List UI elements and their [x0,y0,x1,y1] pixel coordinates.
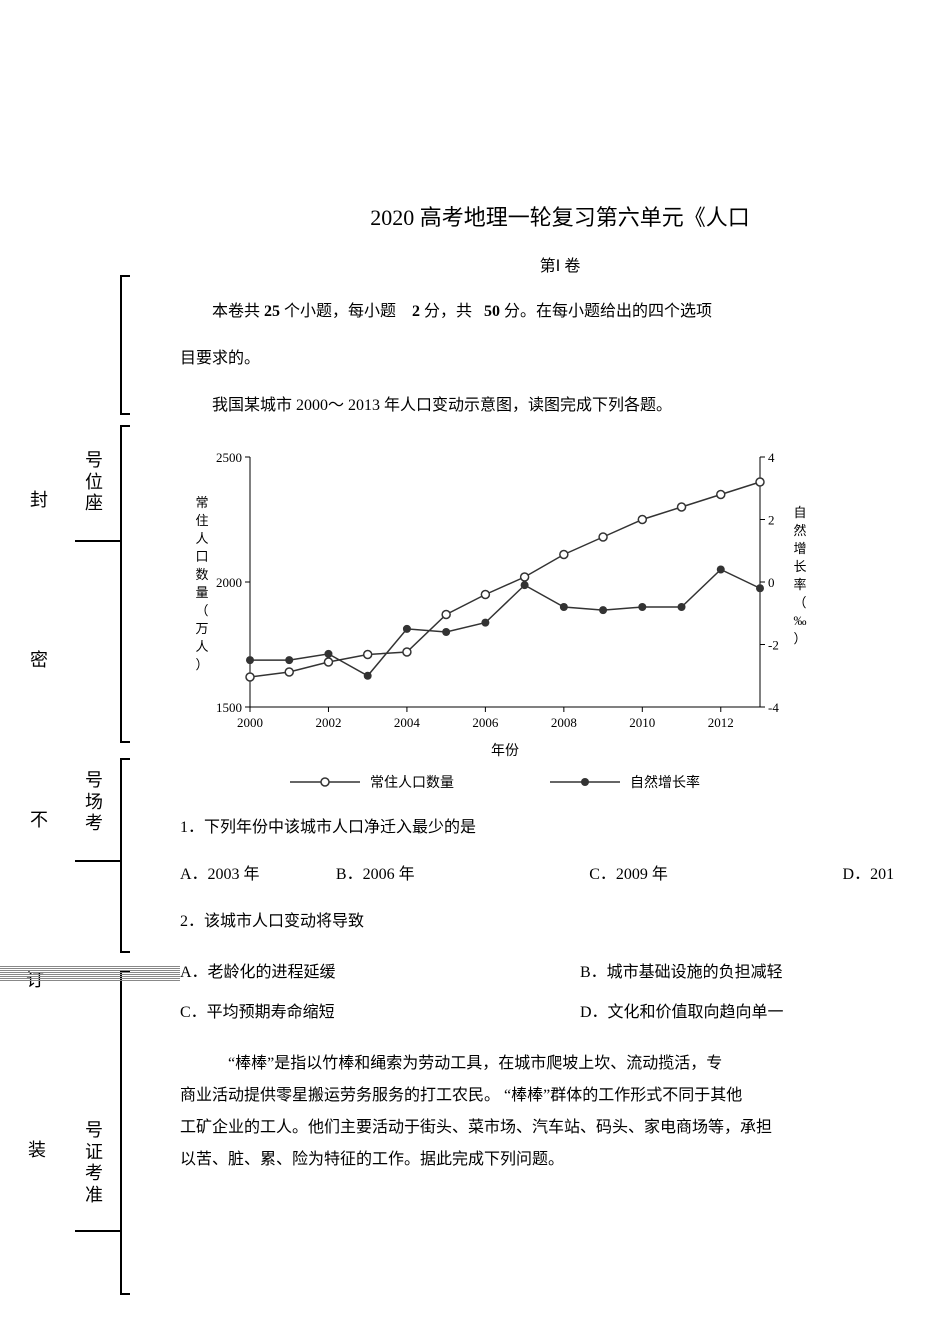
passage-2-l1: “棒棒”是指以竹棒和绳索为劳动工具，在城市爬坡上坎、流动揽活，专 [180,1048,940,1080]
margin-bu: 不 [30,810,48,832]
svg-text:0: 0 [768,575,775,590]
svg-text:2000: 2000 [216,575,242,590]
q1-option-c: C．2009 年 [589,859,842,891]
margin-zkz-3: 考 [85,1163,103,1185]
margin-kaochang: 号 场 考 [85,770,103,835]
svg-text:增: 增 [793,541,806,556]
q2-option-d: D．文化和价值取向趋向单一 [580,993,940,1033]
q1-option-d: D．201 [843,859,940,891]
intro-prefix: 本卷共 [212,303,260,320]
passage-2-l2: 商业活动提供零星搬运劳务服务的打工农民。 “棒棒”群体的工作形式不同于其他 [180,1080,940,1112]
q1-option-a: A．2003 年 [180,859,336,891]
left-margin-labels: 号 位 座 封 密 号 场 考 不 订 装 号 证 考 准 [20,440,150,1340]
svg-text:2500: 2500 [216,450,242,465]
svg-text:自: 自 [793,505,806,520]
svg-text:）: ） [195,657,208,672]
margin-mi: 密 [30,650,48,672]
passage-2-l4: 以苦、脏、累、险为特征的工作。据此完成下列问题。 [180,1144,940,1176]
margin-zuowei-2: 位 [85,472,103,494]
svg-text:人: 人 [195,531,208,546]
section-label: 第Ⅰ 卷 [180,252,940,276]
margin-kaochang-3: 考 [85,813,103,835]
passage-1: 我国某城市 2000～ 2013 年人口变动示意图，读图完成下列各题。 [180,390,940,422]
q2-text: 该城市人口变动将导致 [204,913,364,930]
svg-text:2002: 2002 [315,715,341,730]
svg-text:数: 数 [195,567,208,582]
svg-text:住: 住 [195,513,208,528]
margin-underline-3 [75,1230,120,1232]
margin-underline-1 [75,540,120,542]
question-1: 1．下列年份中该城市人口净迁入最少的是 [180,812,940,844]
svg-text:年份: 年份 [491,743,519,759]
svg-text:-4: -4 [768,700,779,715]
svg-text:）: ） [793,631,806,646]
svg-text:常住人口数量: 常住人口数量 [370,775,454,791]
svg-text:万: 万 [195,621,208,636]
q1-options: A．2003 年 B．2006 年 C．2009 年 D．201 [180,859,940,891]
margin-bracket-4 [120,970,130,1295]
svg-text:2012: 2012 [708,715,734,730]
q2-option-a: A．老龄化的进程延缓 [180,953,580,993]
svg-text:1500: 1500 [216,700,242,715]
svg-text:2006: 2006 [472,715,499,730]
svg-text:2010: 2010 [629,715,655,730]
margin-kaochang-2: 场 [85,792,103,814]
svg-text:长: 长 [793,559,806,574]
margin-zkz-4: 准 [85,1185,103,1207]
svg-text:2000: 2000 [237,715,263,730]
intro-points-each: 2 [412,303,420,320]
svg-text:2008: 2008 [551,715,577,730]
chart-svg: 150020002500 -4-2024 2000200220042006200… [190,437,820,797]
binding-hatch [0,966,180,982]
margin-zuowei-3: 座 [85,493,103,515]
main-content: 2020 高考地理一轮复习第六单元《人口 第Ⅰ 卷 本卷共 25 个小题，每小题… [180,200,940,1176]
question-2: 2．该城市人口变动将导致 [180,906,940,938]
margin-underline-2 [75,860,120,862]
intro-mid1: 个小题，每小题 [284,303,396,320]
margin-zuowei-1: 号 [85,450,103,472]
margin-zhuang: 装 [28,1140,46,1162]
page-title: 2020 高考地理一轮复习第六单元《人口 [180,200,940,232]
passage-2-l3: 工矿企业的工人。他们主要活动于街头、菜市场、汽车站、码头、家电商场等，承担 [180,1112,940,1144]
population-chart: 150020002500 -4-2024 2000200220042006200… [190,437,820,797]
margin-feng: 封 [30,490,48,512]
svg-text:口: 口 [195,549,208,564]
q2-options: A．老龄化的进程延缓 B．城市基础设施的负担减轻 C．平均预期寿命缩短 D．文化… [180,953,940,1033]
svg-text:人: 人 [195,639,208,654]
svg-text:（: （ [793,595,806,610]
svg-text:2: 2 [768,513,775,528]
svg-text:4: 4 [768,450,775,465]
q1-number: 1． [180,819,204,836]
intro-suffix: 分。在每小题给出的四个选项 [504,303,712,320]
svg-text:-2: -2 [768,638,779,653]
q1-text: 下列年份中该城市人口净迁入最少的是 [204,819,476,836]
q1-option-b: B．2006 年 [336,859,589,891]
svg-text:自然增长率: 自然增长率 [630,774,700,791]
margin-zuowei: 号 位 座 [85,450,103,515]
svg-text:2004: 2004 [394,715,421,730]
intro-mid2: 分，共 [424,303,472,320]
intro-qcount: 25 [264,303,280,320]
svg-text:常: 常 [195,495,208,510]
intro-points-total: 50 [484,303,500,320]
margin-zkz-2: 证 [85,1142,103,1164]
intro-line2: 目要求的。 [180,343,940,375]
margin-zhunkaozheng: 号 证 考 准 [85,1120,103,1206]
margin-bracket-top [120,275,130,415]
svg-text:（: （ [195,603,208,618]
margin-zkz-1: 号 [85,1120,103,1142]
svg-text:然: 然 [793,523,806,538]
q2-option-c: C．平均预期寿命缩短 [180,993,580,1033]
margin-kaochang-1: 号 [85,770,103,792]
margin-bracket-3 [120,758,130,953]
svg-text:率: 率 [793,577,806,592]
svg-text:‰: ‰ [794,613,807,628]
margin-bracket-2 [120,425,130,743]
q2-number: 2． [180,913,204,930]
q2-option-b: B．城市基础设施的负担减轻 [580,953,940,993]
svg-text:量: 量 [195,585,208,600]
intro-paragraph: 本卷共 25 个小题，每小题 2 分，共 50 分。在每小题给出的四个选项 [180,296,940,328]
